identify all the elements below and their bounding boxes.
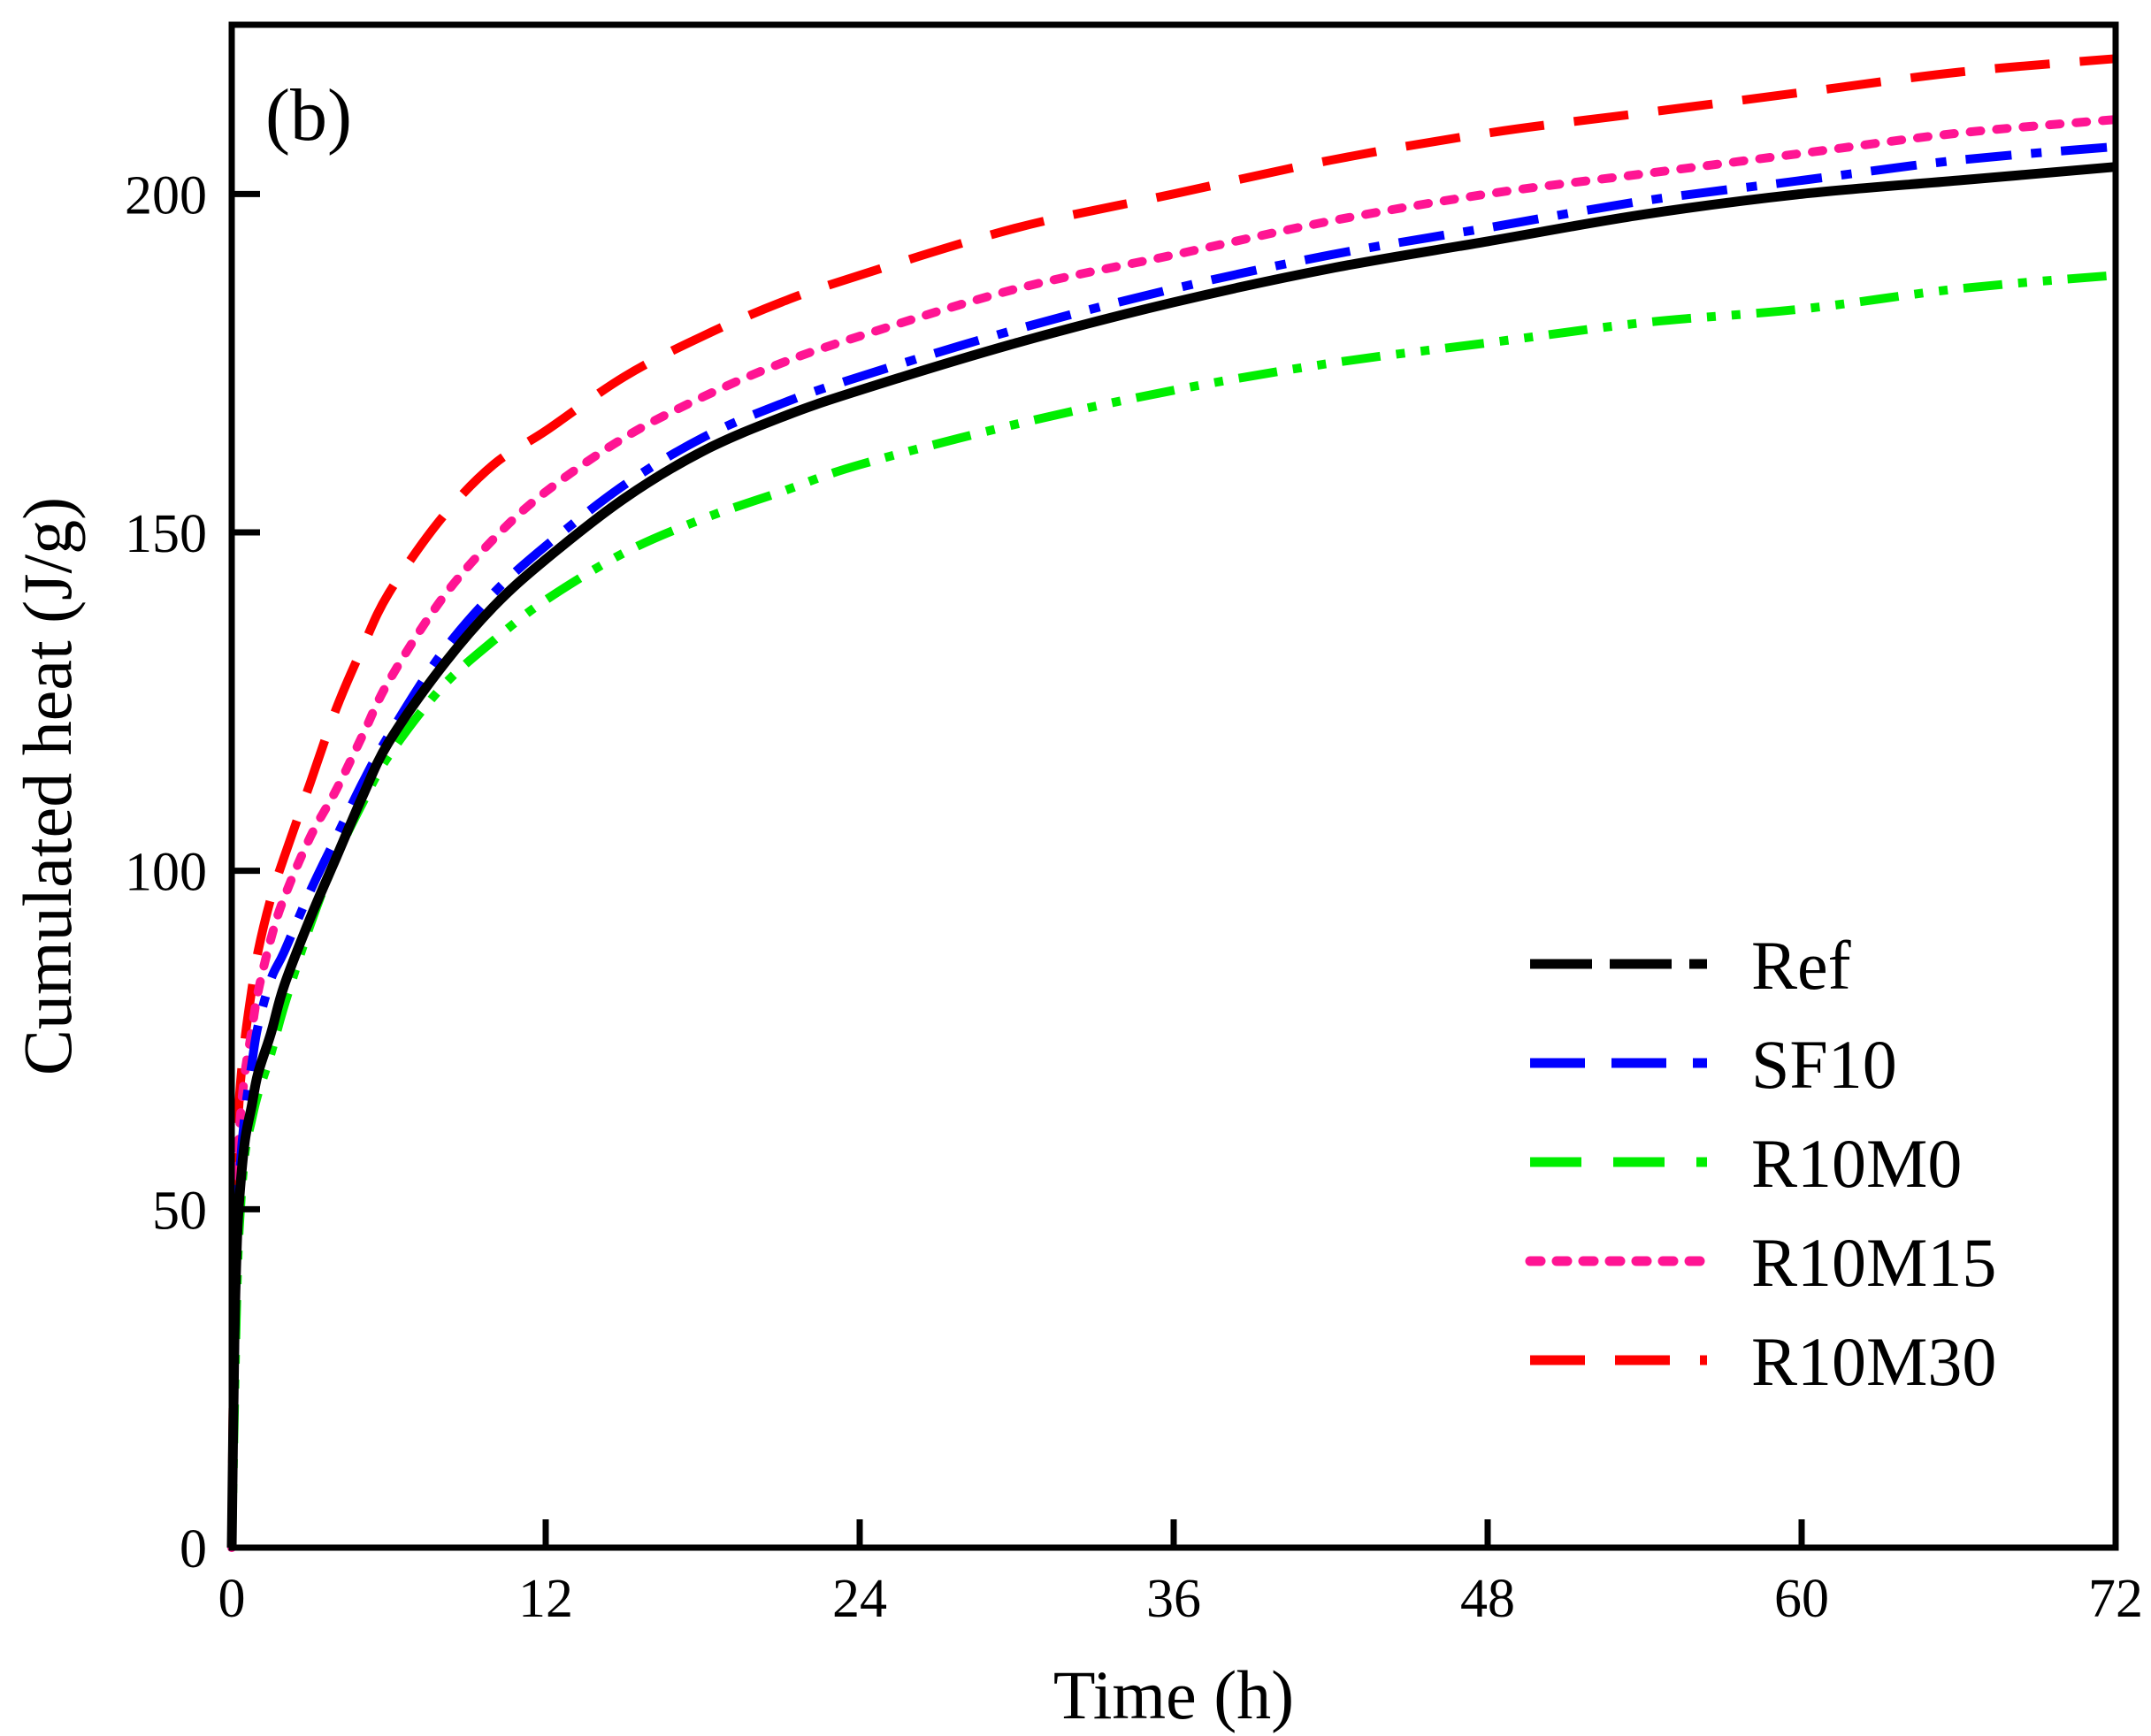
y-tick-label: 50 [152,1181,207,1241]
legend-label: R10M30 [1751,1323,1996,1400]
legend-item-r10m0: R10M0 [1530,1125,1962,1202]
legend-label: SF10 [1751,1026,1897,1103]
y-tick-label: 200 [125,165,207,226]
y-tick-label: 150 [125,504,207,564]
legend-label: R10M0 [1751,1125,1962,1202]
series-line-r10m15 [227,115,2120,1552]
panel-label: (b) [265,74,352,157]
x-tick-label: 48 [1460,1569,1515,1629]
y-axis-title: Cumulated heat (J/g) [9,497,86,1075]
series-layer [226,54,2120,1552]
x-axis-title: Time (h) [1053,1656,1294,1733]
legend-item-sf10: SF10 [1530,1026,1897,1103]
legend-item-r10m30: R10M30 [1530,1323,1996,1400]
legend-item-ref: Ref [1530,927,1851,1004]
x-tick-label: 72 [2088,1569,2143,1629]
legend: Ref SF10 R10M0 R10M15 R10M30 [1525,927,1996,1400]
legend-label: Ref [1751,927,1851,1004]
x-tick-label: 0 [218,1569,246,1629]
x-tick-label: 12 [518,1569,573,1629]
legend-item-r10m15: R10M15 [1525,1224,1996,1301]
y-tick-label: 100 [125,843,207,903]
series-line-r10m30 [227,54,2117,1549]
plot-frame [228,21,2119,1551]
x-tick-label: 24 [832,1569,887,1629]
legend-label: R10M15 [1751,1224,1996,1301]
ticks-layer: 0 12 24 36 48 60 72 0 50 100 150 200 [125,165,2143,1629]
x-tick-label: 60 [1774,1569,1829,1629]
series-line-ref [226,162,2117,1549]
x-tick-label: 36 [1146,1569,1201,1629]
y-tick-label: 0 [180,1519,207,1579]
